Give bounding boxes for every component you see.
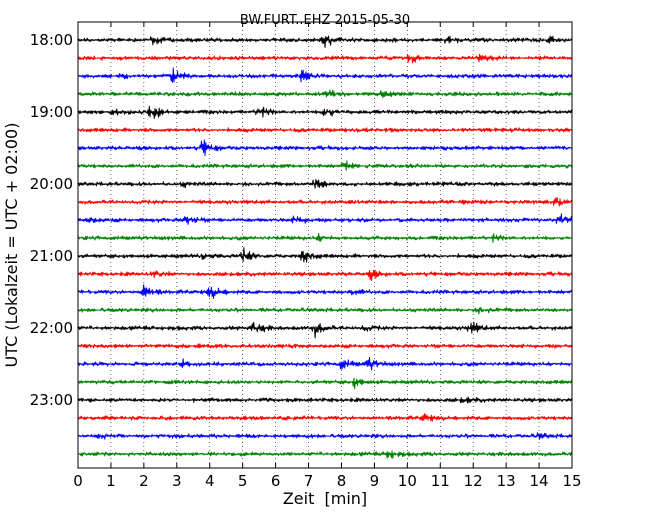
trace-2315	[77, 413, 573, 422]
trace-2130	[77, 284, 573, 299]
trace-2215	[77, 343, 573, 349]
x-tick-label-11: 11	[431, 472, 450, 490]
x-tick-label-0: 0	[73, 472, 83, 490]
y-tick-label-3: 21:00	[30, 247, 73, 265]
y-tick-label-5: 23:00	[30, 391, 73, 409]
x-axis-label: Zeit [min]	[283, 489, 367, 508]
x-tick-label-1: 1	[106, 472, 116, 490]
trace-2045	[77, 232, 573, 243]
trace-1915	[77, 127, 573, 133]
trace-1830	[77, 67, 573, 83]
trace-2030	[77, 213, 573, 225]
x-tick-label-7: 7	[304, 472, 314, 490]
y-tick-label-1: 19:00	[30, 103, 73, 121]
x-tick-label-13: 13	[497, 472, 516, 490]
y-axis-label: UTC (Lokalzeit = UTC + 02:00)	[2, 123, 21, 368]
trace-2145	[77, 306, 573, 315]
trace-1945	[77, 160, 573, 171]
trace-2300	[77, 396, 573, 404]
x-tick-label-4: 4	[205, 472, 215, 490]
trace-2345	[77, 450, 573, 459]
trace-1930	[77, 139, 573, 156]
x-tick-label-5: 5	[238, 472, 248, 490]
trace-2330	[77, 432, 573, 440]
plot-frame	[77, 21, 573, 469]
trace-1845	[77, 89, 573, 99]
trace-1900	[77, 105, 573, 119]
chart-title: BW.FURT..EHZ 2015-05-30	[240, 13, 410, 28]
trace-1815	[77, 53, 573, 64]
trace-2000	[77, 178, 573, 189]
x-tick-label-6: 6	[271, 472, 281, 490]
trace-group	[77, 35, 573, 459]
trace-2230	[77, 356, 573, 371]
trace-2100	[77, 247, 573, 263]
x-tick-label-15: 15	[562, 472, 581, 490]
y-axis: 18:00 19:00 20:00 21:00 22:00 23:00	[30, 31, 572, 409]
x-tick-label-14: 14	[530, 472, 549, 490]
x-tick-label-2: 2	[139, 472, 149, 490]
y-tick-label-4: 22:00	[30, 319, 73, 337]
x-tick-label-3: 3	[172, 472, 182, 490]
trace-2115	[77, 269, 573, 281]
y-tick-label-0: 18:00	[30, 31, 73, 49]
y-tick-label-2: 20:00	[30, 175, 73, 193]
trace-2245	[77, 377, 573, 390]
trace-2015	[77, 197, 573, 207]
x-tick-label-9: 9	[370, 472, 380, 490]
trace-2200	[77, 321, 573, 339]
x-tick-label-10: 10	[398, 472, 417, 490]
trace-1800	[77, 35, 573, 49]
x-tick-label-8: 8	[337, 472, 347, 490]
x-tick-label-12: 12	[464, 472, 483, 490]
x-axis: 0 1 2 3 4 5 6 7 8 9 10 11 12 13 14 15	[73, 22, 582, 490]
